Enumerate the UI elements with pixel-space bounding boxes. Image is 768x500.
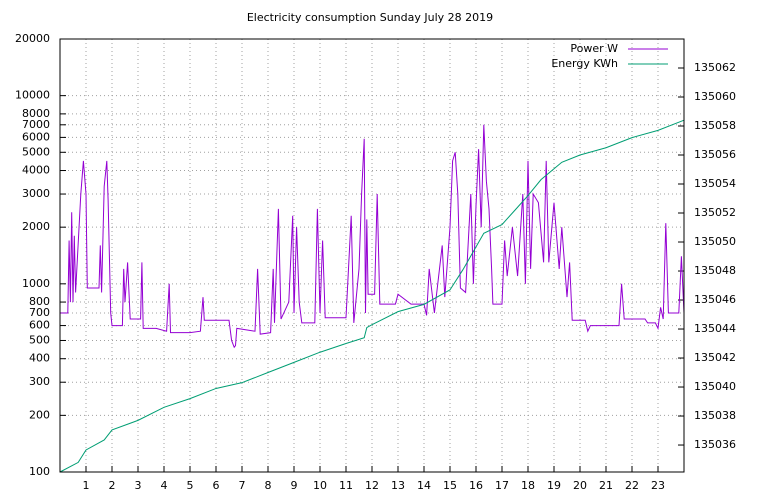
x-tick-label: 16 — [469, 479, 483, 492]
chart-title: Electricity consumption Sunday July 28 2… — [247, 11, 493, 24]
x-tick-label: 19 — [547, 479, 561, 492]
x-tick-label: 3 — [135, 479, 142, 492]
x-tick-label: 11 — [339, 479, 353, 492]
y2-tick-label: 135042 — [694, 351, 736, 364]
y-tick-label: 2000 — [22, 220, 50, 233]
y-tick-label: 5000 — [22, 145, 50, 158]
y2-tick-label: 135058 — [694, 119, 736, 132]
x-tick-label: 18 — [521, 479, 535, 492]
series-line — [60, 124, 685, 349]
ticks: 1 2 3 4 5 6 7 8 9 10 11 12 13 14 15 16 17 18 19 20 21 22 23100… — [15, 32, 736, 492]
x-tick-label: 4 — [161, 479, 168, 492]
y-tick-label: 4000 — [22, 164, 50, 177]
y-tick-label: 1000 — [22, 277, 50, 290]
x-tick-label: 10 — [313, 479, 327, 492]
x-tick-label: 20 — [573, 479, 587, 492]
y2-tick-label: 135052 — [694, 206, 736, 219]
lines — [59, 119, 685, 473]
x-tick-label: 5 — [187, 479, 194, 492]
x-tick-label: 14 — [417, 479, 431, 492]
x-tick-label: 6 — [213, 479, 220, 492]
y-tick-label: 8000 — [22, 107, 50, 120]
legend-label: Power W — [570, 42, 618, 55]
x-tick-label: 2 — [109, 479, 116, 492]
x-tick-label: 1 — [83, 479, 90, 492]
y-tick-label: 10000 — [15, 89, 50, 102]
y2-tick-label: 135046 — [694, 293, 736, 306]
x-tick-label: 17 — [495, 479, 509, 492]
x-tick-label: 13 — [391, 479, 405, 492]
y-tick-label: 700 — [29, 306, 50, 319]
x-tick-label: 21 — [599, 479, 613, 492]
x-tick-label: 22 — [625, 479, 639, 492]
y2-tick-label: 135060 — [694, 90, 736, 103]
x-tick-label: 9 — [291, 479, 298, 492]
y-tick-label: 500 — [29, 333, 50, 346]
y2-tick-label: 135062 — [694, 61, 736, 74]
y2-tick-label: 135036 — [694, 438, 736, 451]
legend-label: Energy KWh — [551, 57, 618, 70]
x-tick-label: 15 — [443, 479, 457, 492]
x-tick-label: 7 — [239, 479, 246, 492]
y-tick-label: 300 — [29, 375, 50, 388]
y-tick-label: 7000 — [22, 118, 50, 131]
y2-tick-label: 135056 — [694, 148, 736, 161]
y-tick-label: 200 — [29, 408, 50, 421]
y2-tick-label: 135054 — [694, 177, 736, 190]
y-tick-label: 400 — [29, 352, 50, 365]
x-tick-label: 23 — [651, 479, 665, 492]
plot-frame — [59, 38, 685, 473]
y-tick-label: 3000 — [22, 187, 50, 200]
y-tick-label: 600 — [29, 319, 50, 332]
y-tick-label: 800 — [29, 295, 50, 308]
y-tick-label: 20000 — [15, 32, 50, 45]
x-tick-label: 12 — [365, 479, 379, 492]
y2-tick-label: 135040 — [694, 380, 736, 393]
y-tick-label: 6000 — [22, 130, 50, 143]
x-tick-label: 8 — [265, 479, 272, 492]
series-line — [59, 119, 685, 473]
y2-tick-label: 135050 — [694, 235, 736, 248]
y2-tick-label: 135044 — [694, 322, 736, 335]
y2-tick-label: 135048 — [694, 264, 736, 277]
grid — [60, 38, 684, 473]
y-tick-label: 100 — [29, 465, 50, 478]
y2-tick-label: 135038 — [694, 409, 736, 422]
legend: Power W Energy KWh — [551, 42, 668, 70]
